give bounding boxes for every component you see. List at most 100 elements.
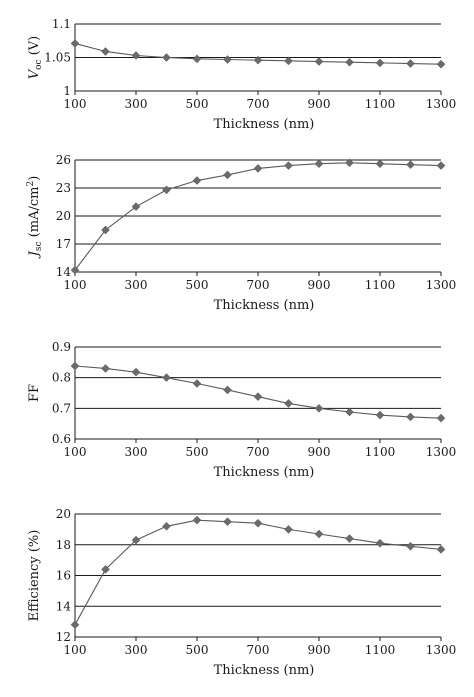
ff-x-tick-label: 900 [308,445,331,459]
jsc-x-tick-label: 1100 [365,278,396,292]
ff-x-tick-label: 300 [125,445,148,459]
ff-data-point [223,385,232,395]
voc-x-tick-label: 1100 [365,97,396,111]
ff-x-tick-label: 100 [64,445,87,459]
efficiency-y-tick-label: 20 [56,507,71,521]
jsc-y-tick-label: 14 [56,265,72,279]
voc-data-point [70,39,80,48]
jsc-data-point [406,160,415,170]
efficiency-x-tick-label: 100 [64,643,87,657]
ff-y-tick-label: 0.6 [52,432,71,446]
efficiency-x-tick-label: 900 [308,643,331,657]
ff-data-point [101,364,110,373]
jsc-y-tick-label: 26 [56,153,71,167]
efficiency-y-tick-label: 18 [56,538,71,552]
jsc-data-point [162,185,171,195]
voc-y-tick-label: 1.1 [52,17,71,31]
voc-data-point [284,56,293,66]
ff-x-tick-label: 500 [186,445,209,459]
voc-x-tick-label: 100 [64,97,87,111]
ff-data-point [436,413,446,423]
efficiency-x-tick-label: 700 [247,643,270,657]
efficiency-data-point [70,620,80,630]
efficiency-data-point [253,518,263,528]
efficiency-x-axis-title: Thickness (nm) [214,663,315,678]
jsc-y-tick-label: 20 [56,209,71,223]
jsc-data-point [101,225,110,235]
ff-y-axis-title: FF [27,384,42,402]
jsc-data-point [314,159,324,169]
ff-x-tick-label: 1300 [426,445,457,459]
efficiency-y-tick-label: 12 [56,630,71,644]
jsc-data-point [253,164,263,173]
efficiency-data-point [345,534,354,543]
efficiency-data-point [162,521,171,531]
voc-data-point [314,57,324,66]
jsc-x-tick-label: 500 [186,278,209,292]
efficiency-data-point [406,541,415,551]
jsc-data-point [375,159,385,169]
ff-data-point [192,379,202,388]
voc-y-tick-label: 1 [63,84,71,98]
jsc-data-point [223,170,232,180]
voc-data-point [223,55,232,64]
efficiency-data-point [375,538,385,548]
efficiency-data-point [284,525,293,534]
voc-x-tick-label: 500 [186,97,209,111]
jsc-data-point [131,202,141,212]
ff-data-point [406,412,415,422]
jsc-x-tick-label: 1300 [426,278,457,292]
voc-data-point [406,59,415,68]
jsc-x-tick-label: 100 [64,278,87,292]
jsc-y-axis-title: Jsc (mA/cm2) [26,176,44,260]
jsc-data-point [284,161,293,170]
jsc-x-tick-label: 300 [125,278,148,292]
ff-data-point [375,410,385,420]
efficiency-x-tick-label: 1100 [365,643,396,657]
voc-data-point [436,59,446,69]
jsc-x-tick-label: 700 [247,278,270,292]
jsc-y-tick-label: 17 [56,237,71,251]
voc-data-point [253,55,263,65]
efficiency-data-point [314,529,324,539]
jsc-x-axis-title: Thickness (nm) [214,298,315,313]
voc-data-point [375,58,385,68]
ff-y-tick-label: 0.7 [52,401,71,415]
efficiency-y-tick-label: 16 [56,569,71,583]
efficiency-data-point [223,517,232,527]
ff-data-point [70,361,80,371]
jsc-chart: 14 17 20 23 26 100 300 500 700 900 1100 1300 Thickne… [26,153,456,313]
ff-x-tick-label: 1100 [365,445,396,459]
ff-y-tick-label: 0.9 [52,340,71,354]
efficiency-x-tick-label: 1300 [426,643,457,657]
efficiency-data-point [192,515,202,525]
ff-data-point [131,367,141,377]
ff-data-point [162,373,171,383]
voc-x-axis-title: Thickness (nm) [214,117,315,132]
voc-data-point [131,51,141,60]
voc-chart: 1 1.05 1.1 100 300 500 700 900 1100 1300 Thickness… [27,17,456,132]
voc-y-tick-label: 1.05 [44,51,71,65]
efficiency-chart: 12 14 16 18 20 100 300 500 700 900 1100 1300 Thickne… [27,507,456,678]
ff-series-line [74,365,442,419]
voc-x-tick-label: 300 [125,97,148,111]
ff-data-point [284,399,293,408]
voc-data-point [101,47,110,56]
ff-x-axis-title: Thickness (nm) [214,465,315,480]
efficiency-x-tick-label: 500 [186,643,209,657]
efficiency-y-axis-title: Efficiency (%) [27,530,42,622]
efficiency-x-tick-label: 300 [125,643,148,657]
efficiency-data-point [131,535,141,545]
jsc-x-tick-label: 900 [308,278,331,292]
ff-y-tick-label: 0.8 [52,371,71,385]
jsc-y-tick-label: 23 [56,181,71,195]
ff-x-tick-label: 700 [247,445,270,459]
ff-chart: 0.6 0.7 0.8 0.9 100 300 500 700 900 1100 1300 Thick… [27,340,456,480]
voc-x-tick-label: 900 [308,97,331,111]
ff-data-point [345,407,354,417]
ff-data-point [253,392,263,402]
jsc-data-point [192,176,202,185]
efficiency-y-tick-label: 14 [56,599,72,613]
voc-x-tick-label: 1300 [426,97,457,111]
